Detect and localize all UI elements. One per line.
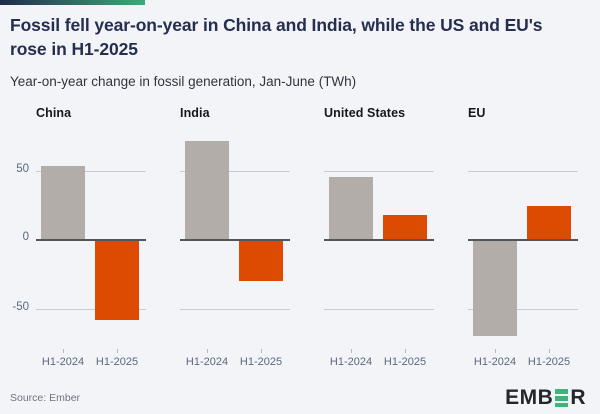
y-axis: 50 0 -50	[0, 136, 36, 347]
y-axis-tick-50: 50	[16, 162, 29, 175]
gridline-50	[324, 170, 434, 172]
bar-eu-h1-2025	[527, 205, 571, 240]
x-axis-labels: H1-2024 H1-2025	[36, 356, 146, 372]
ember-logo: EMB R	[505, 387, 586, 409]
x-tick-mark	[207, 348, 208, 353]
gridline-minus-50	[36, 308, 146, 310]
x-ticks	[324, 347, 434, 354]
zero-axis-line	[36, 238, 146, 241]
bar-india-h1-2025	[239, 240, 283, 281]
gridline-minus-50	[324, 308, 434, 310]
ember-logo-stylized-e-icon	[555, 388, 569, 409]
ember-logo-text-emb: EMB	[505, 386, 554, 410]
panel-title-united-states: United States	[324, 105, 406, 120]
panel-india: India H1-2024 H1-2025	[180, 106, 290, 372]
panel-china: China H1-2024 H1-2025	[36, 106, 146, 372]
x-ticks	[180, 347, 290, 354]
x-label-h1-2025: H1-2025	[95, 355, 139, 368]
x-axis-labels: H1-2024 H1-2025	[324, 356, 434, 372]
panel-title-eu: EU	[468, 105, 486, 120]
zero-axis-line	[180, 238, 290, 241]
gridline-50	[468, 170, 578, 172]
bar-united-states-h1-2024	[329, 176, 373, 240]
x-tick-mark	[405, 348, 406, 353]
x-axis-labels: H1-2024 H1-2025	[468, 356, 578, 372]
page-subtitle: Year-on-year change in fossil generation…	[10, 73, 357, 89]
x-tick-mark	[261, 348, 262, 353]
zero-axis-line	[324, 238, 434, 241]
x-label-h1-2024: H1-2024	[41, 355, 85, 368]
page-title: Fossil fell year-on-year in China and In…	[10, 15, 543, 59]
gridline-50	[180, 170, 290, 172]
plot-united-states	[324, 136, 434, 347]
plot-india	[180, 136, 290, 347]
gridline-50	[36, 170, 146, 172]
x-tick-mark	[117, 348, 118, 353]
bar-china-h1-2025	[95, 240, 139, 320]
y-axis-tick-minus-50: -50	[12, 300, 29, 313]
x-tick-mark	[351, 348, 352, 353]
x-tick-mark	[495, 348, 496, 353]
x-label-h1-2025: H1-2025	[239, 355, 283, 368]
x-label-h1-2025: H1-2025	[527, 355, 571, 368]
bar-eu-h1-2024	[473, 240, 517, 336]
x-label-h1-2024: H1-2024	[185, 355, 229, 368]
zero-axis-line	[468, 238, 578, 241]
ember-logo-text-r: R	[570, 386, 586, 410]
x-tick-mark	[63, 348, 64, 353]
bar-united-states-h1-2025	[383, 214, 427, 240]
x-label-h1-2024: H1-2024	[329, 355, 373, 368]
bar-india-h1-2024	[185, 140, 229, 240]
panel-title-india: India	[180, 105, 210, 120]
x-ticks	[468, 347, 578, 354]
bar-china-h1-2024	[41, 165, 85, 240]
gridline-minus-50	[468, 308, 578, 310]
chart-area: 50 0 -50 China H1-2024 H1-2025 India	[0, 106, 600, 372]
panel-title-china: China	[36, 105, 72, 120]
panel-eu: EU H1-2024 H1-2025	[468, 106, 578, 372]
accent-gradient-bar	[0, 0, 145, 5]
plot-china	[36, 136, 146, 347]
plot-eu	[468, 136, 578, 347]
gridline-minus-50	[180, 308, 290, 310]
x-axis-labels: H1-2024 H1-2025	[180, 356, 290, 372]
x-label-h1-2025: H1-2025	[383, 355, 427, 368]
panel-united-states: United States H1-2024 H1-2025	[324, 106, 434, 372]
x-label-h1-2024: H1-2024	[473, 355, 517, 368]
footer: Source: Ember EMB R	[10, 387, 586, 409]
x-ticks	[36, 347, 146, 354]
x-tick-mark	[549, 348, 550, 353]
y-axis-tick-0: 0	[22, 230, 29, 243]
source-text: Source: Ember	[10, 391, 81, 404]
